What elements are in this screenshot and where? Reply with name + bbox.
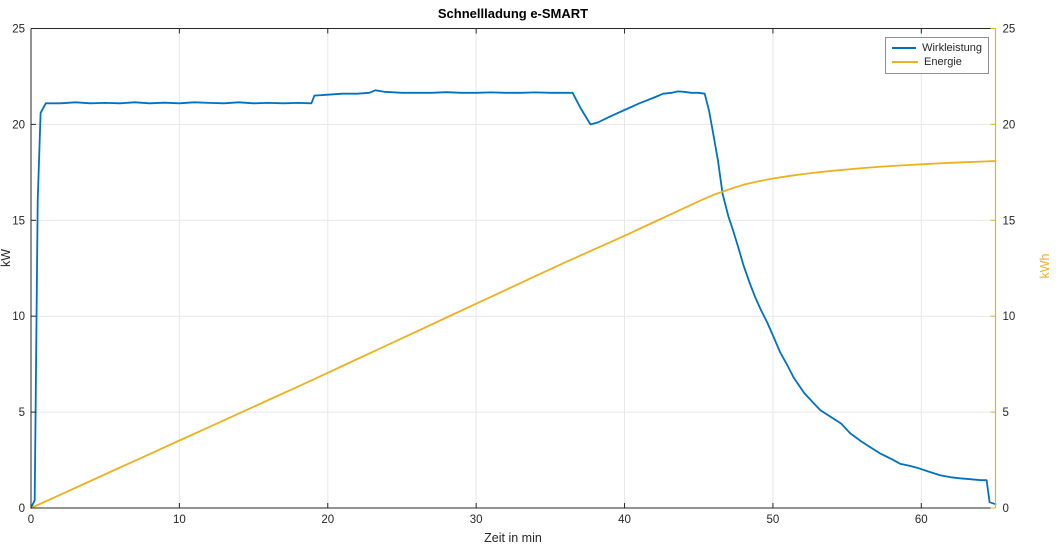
y-right-tick-label-5: 5 bbox=[1003, 407, 1009, 419]
legend-label-wirkleistung: Wirkleistung bbox=[922, 42, 982, 54]
energie-line-sample bbox=[892, 61, 918, 63]
y-right-tick-label-10: 10 bbox=[1003, 311, 1016, 323]
legend-item-energie: Energie bbox=[892, 55, 982, 69]
x-tick-label-40: 40 bbox=[618, 514, 631, 526]
y-left-tick-label-10: 10 bbox=[12, 311, 25, 323]
y-left-tick-label-5: 5 bbox=[19, 407, 25, 419]
y-axis-label-left: kW bbox=[0, 248, 13, 268]
y-axis-label-right: kWh bbox=[1038, 253, 1052, 279]
y-right-tick-label-25: 25 bbox=[1003, 24, 1016, 36]
y-right-tick-label-15: 15 bbox=[1003, 215, 1016, 227]
x-tick-label-50: 50 bbox=[767, 514, 780, 526]
x-tick-label-20: 20 bbox=[321, 514, 334, 526]
x-tick-label-10: 10 bbox=[173, 514, 186, 526]
legend-item-wirkleistung: Wirkleistung bbox=[892, 41, 982, 55]
legend-label-energie: Energie bbox=[924, 56, 962, 68]
y-right-tick-label-20: 20 bbox=[1003, 119, 1016, 131]
y-left-tick-label-0: 0 bbox=[19, 503, 25, 515]
wirkleistung-line bbox=[30, 89, 997, 509]
y-left-tick-label-15: 15 bbox=[12, 215, 25, 227]
energie-line bbox=[30, 160, 997, 509]
y-left-tick-label-20: 20 bbox=[12, 119, 25, 131]
y-left-tick-label-25: 25 bbox=[12, 24, 25, 36]
legend: Wirkleistung Energie bbox=[885, 37, 989, 74]
y-right-tick-label-0: 0 bbox=[1003, 503, 1009, 515]
x-tick-label-60: 60 bbox=[915, 514, 928, 526]
chart-title: Schnellladung e-SMART bbox=[437, 6, 589, 21]
x-tick-label-0: 0 bbox=[28, 514, 34, 526]
x-tick-label-30: 30 bbox=[470, 514, 483, 526]
x-axis-label: Zeit in min bbox=[484, 531, 542, 545]
wirkleistung-line-sample bbox=[892, 47, 917, 49]
